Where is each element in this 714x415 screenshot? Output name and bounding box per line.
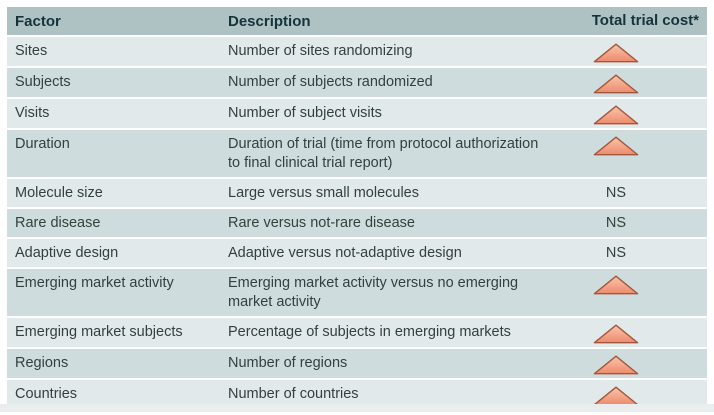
description-cell: Percentage of subjects in emerging marke… [228,324,511,340]
description-cell: Emerging market activity versus no emerg… [228,275,519,310]
description-cell: Rare versus not-rare disease [228,215,415,231]
description-cell: Number of regions [228,355,348,371]
table-row: Duration Duration of trial (time from pr… [7,130,707,177]
table-row: Emerging market activity Emerging market… [7,269,707,316]
description-cell: Duration of trial (time from protocol au… [228,136,539,171]
cost-cell [555,99,707,128]
factor-cell: Rare disease [15,215,101,231]
factor-cell: Molecule size [15,185,103,201]
cost-cell [555,68,707,97]
trial-cost-factors-table: Factor Description Total trial cost* Sit… [7,7,707,409]
factor-cell: Emerging market subjects [15,324,183,340]
table-row: Emerging market subjects Percentage of s… [7,318,707,347]
table-row: Adaptive design Adaptive versus not-adap… [7,239,707,267]
cost-ns-label: NS [605,215,627,231]
cost-cell [555,130,707,177]
factor-cell: Subjects [15,74,71,90]
cost-increase-up-triangle-icon [593,355,639,375]
cost-cell [555,349,707,378]
table-row: Regions Number of regions [7,349,707,378]
cost-increase-up-triangle-icon [593,275,639,295]
cost-cell: NS [555,179,707,207]
header-cell-description: Description [228,13,311,30]
cost-increase-up-triangle-icon [593,105,639,125]
cost-increase-up-triangle-icon [593,386,639,406]
factor-cell: Visits [15,105,50,121]
factor-cell: Duration [15,136,70,152]
description-cell: Number of subject visits [228,105,382,121]
header-cell-total-trial-cost: Total trial cost* [591,12,699,29]
cost-ns-label: NS [605,245,627,261]
cost-cell [555,37,707,66]
description-cell: Number of subjects randomized [228,74,433,90]
cost-ns-label: NS [605,185,627,201]
cost-increase-up-triangle-icon [593,136,639,156]
cost-increase-up-triangle-icon [593,74,639,94]
cost-cell [555,269,707,316]
cost-cell: NS [555,239,707,267]
table-row: Molecule size Large versus small molecul… [7,179,707,207]
table-row: Subjects Number of subjects randomized [7,68,707,97]
factor-cell: Sites [15,43,48,59]
description-cell: Large versus small molecules [228,185,419,201]
table-row: Sites Number of sites randomizing [7,37,707,66]
table-body: Sites Number of sites randomizing Subjec… [7,37,707,409]
cost-cell: NS [555,209,707,237]
description-cell: Number of sites randomizing [228,43,413,59]
header-cell-factor: Factor [15,13,61,30]
factor-cell: Regions [15,355,69,371]
factor-cell: Countries [15,386,78,402]
cost-increase-up-triangle-icon [593,43,639,63]
factor-cell: Emerging market activity [15,275,174,291]
description-cell: Adaptive versus not-adaptive design [228,245,462,261]
cost-increase-up-triangle-icon [593,324,639,344]
table-row: Visits Number of subject visits [7,99,707,128]
table-row: Rare disease Rare versus not-rare diseas… [7,209,707,237]
figure-bottom-strip [0,404,714,412]
factor-cell: Adaptive design [15,245,119,261]
cost-cell [555,318,707,347]
description-cell: Number of countries [228,386,359,402]
table-header-row: Factor Description Total trial cost* [7,7,707,35]
